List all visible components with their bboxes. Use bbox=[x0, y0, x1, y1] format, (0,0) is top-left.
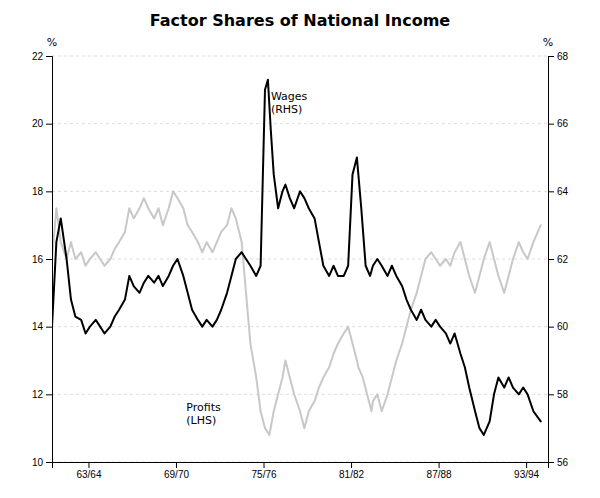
y-tick-mark bbox=[46, 259, 52, 260]
x-tick: 87/88 bbox=[427, 462, 452, 480]
y2-tick-mark bbox=[548, 394, 554, 395]
series-line bbox=[52, 191, 541, 435]
chart: 63/64 69/70 75/76 81/82 87/88 93/94 10 12 14 16 18… bbox=[0, 0, 600, 498]
annotations: Profits(LHS) Wages(RHS) bbox=[186, 90, 307, 427]
annotation-line: Profits bbox=[186, 401, 221, 414]
y-tick-mark bbox=[46, 462, 52, 463]
y2-tick: 60 bbox=[548, 321, 569, 332]
x-tick-label: 87/88 bbox=[427, 469, 452, 480]
x-tick-mark bbox=[439, 462, 440, 468]
annotation: Profits(LHS) bbox=[186, 401, 221, 427]
annotation: Wages(RHS) bbox=[271, 90, 308, 116]
grid-line bbox=[52, 259, 548, 260]
x-tick-label: 93/94 bbox=[514, 469, 539, 480]
x-tick-mark bbox=[351, 462, 352, 468]
y-tick: 12 bbox=[32, 389, 52, 400]
y-tick-label: 20 bbox=[32, 118, 44, 129]
y-tick-label: 12 bbox=[32, 389, 44, 400]
y-tick-label: 14 bbox=[32, 321, 44, 332]
y-tick-mark bbox=[46, 191, 52, 192]
y-tick: 20 bbox=[32, 118, 52, 129]
y-tick-label: 22 bbox=[32, 51, 44, 62]
y2-axis: 56 58 60 62 64 66 68 bbox=[548, 51, 569, 468]
y2-tick-label: 66 bbox=[557, 118, 569, 129]
y-tick-label: 16 bbox=[32, 254, 44, 265]
x-tick-mark bbox=[88, 462, 89, 468]
x-tick-label: 81/82 bbox=[339, 469, 364, 480]
grid-line bbox=[52, 326, 548, 327]
y2-tick: 62 bbox=[548, 254, 569, 265]
y2-tick: 68 bbox=[548, 51, 569, 62]
x-tick: 63/64 bbox=[76, 462, 101, 480]
plot: 63/64 69/70 75/76 81/82 87/88 93/94 10 12 14 16 18… bbox=[32, 36, 569, 480]
x-tick: 81/82 bbox=[339, 462, 364, 480]
grid-line bbox=[52, 56, 548, 57]
grid-line bbox=[52, 123, 548, 124]
y-tick: 16 bbox=[32, 254, 52, 265]
y2-tick-mark bbox=[548, 124, 554, 125]
y-tick-mark bbox=[46, 394, 52, 395]
y2-tick: 58 bbox=[548, 389, 569, 400]
annotation-line: (LHS) bbox=[186, 414, 216, 427]
y-tick-mark bbox=[46, 124, 52, 125]
y-tick: 22 bbox=[32, 51, 52, 62]
y2-tick: 66 bbox=[548, 118, 569, 129]
series-line bbox=[52, 80, 541, 435]
series-group bbox=[52, 80, 541, 435]
y2-axis-label: % bbox=[543, 36, 553, 49]
y-tick-mark bbox=[46, 327, 52, 328]
y2-tick-mark bbox=[548, 462, 554, 463]
annotation-line: (RHS) bbox=[271, 103, 302, 116]
annotation-line: Wages bbox=[271, 90, 308, 103]
grid bbox=[52, 56, 548, 462]
y-tick: 14 bbox=[32, 321, 52, 332]
x-tick-label: 69/70 bbox=[164, 469, 189, 480]
axis-line bbox=[53, 463, 549, 469]
grid-line bbox=[52, 394, 548, 395]
y2-tick-mark bbox=[548, 259, 554, 260]
y2-tick: 64 bbox=[548, 186, 569, 197]
y-tick-label: 10 bbox=[32, 457, 44, 468]
x-tick-mark bbox=[176, 462, 177, 468]
y-tick: 10 bbox=[32, 457, 52, 468]
title: Factor Shares of National Income bbox=[150, 11, 450, 30]
y2-tick-label: 64 bbox=[557, 186, 569, 197]
y2-tick-label: 58 bbox=[557, 389, 569, 400]
x-tick: 75/76 bbox=[252, 462, 277, 480]
axis-line bbox=[549, 57, 555, 463]
y2-tick-mark bbox=[548, 56, 554, 57]
y-tick: 18 bbox=[32, 186, 52, 197]
x-tick-mark bbox=[526, 462, 527, 468]
y2-tick-label: 62 bbox=[557, 254, 569, 265]
x-tick-label: 75/76 bbox=[252, 469, 277, 480]
y2-tick-mark bbox=[548, 191, 554, 192]
y2-tick: 56 bbox=[548, 457, 569, 468]
y-tick-mark bbox=[46, 56, 52, 57]
y2-tick-label: 60 bbox=[557, 321, 569, 332]
axis-line bbox=[46, 57, 53, 463]
y2-tick-label: 68 bbox=[557, 51, 569, 62]
x-tick-label: 63/64 bbox=[76, 469, 101, 480]
x-axis: 63/64 69/70 75/76 81/82 87/88 93/94 bbox=[53, 462, 549, 480]
x-tick: 69/70 bbox=[164, 462, 189, 480]
y2-tick-mark bbox=[548, 327, 554, 328]
x-tick-mark bbox=[264, 462, 265, 468]
y-tick-label: 18 bbox=[32, 186, 44, 197]
y-axis: 10 12 14 16 18 20 22 bbox=[32, 51, 53, 468]
y2-tick-label: 56 bbox=[557, 457, 569, 468]
x-tick: 93/94 bbox=[514, 462, 539, 480]
y-axis-label: % bbox=[47, 36, 57, 49]
